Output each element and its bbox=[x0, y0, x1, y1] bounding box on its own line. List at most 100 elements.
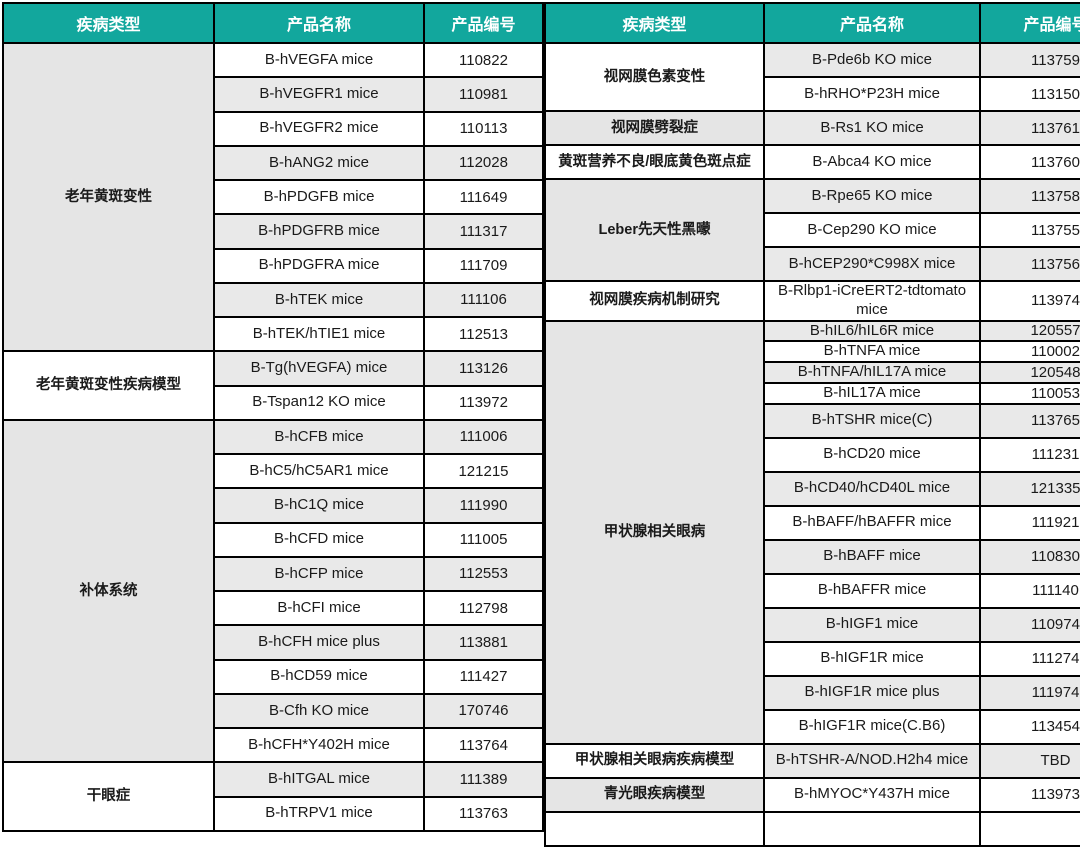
product-code-cell: 112553 bbox=[423, 555, 544, 593]
disease-type-cell: 甲状腺相关眼病 bbox=[544, 319, 765, 745]
disease-type-cell: 视网膜疾病机制研究 bbox=[544, 280, 765, 322]
table-row: 老年黄斑变性 B-hVEGFA mice 110822 bbox=[2, 41, 544, 353]
table-row: B-hPDGFRA mice 111709 bbox=[3, 247, 544, 284]
disease-type-cell: 老年黄斑变性疾病模型 bbox=[2, 350, 215, 421]
disease-type-cell: 补体系统 bbox=[2, 418, 215, 764]
product-name-cell: B-hCD40/hCD40L mice bbox=[763, 470, 981, 507]
table-row: B-hBAFFR mice 111140 bbox=[545, 572, 1080, 609]
product-name-cell: B-hPDGFRB mice bbox=[213, 213, 425, 250]
product-code-cell: 113758 bbox=[979, 178, 1080, 214]
product-code-cell: 111974 bbox=[979, 674, 1080, 711]
disease-type-cell: Leber先天性黑曚 bbox=[544, 178, 765, 282]
header-row: 疾病类型 产品名称 产品编号 bbox=[544, 2, 1080, 44]
column-header-disease-type: 疾病类型 bbox=[544, 2, 765, 44]
table-row: B-Cep290 KO mice 113755 bbox=[545, 212, 1080, 248]
product-name-cell: B-hMYOC*Y437H mice bbox=[763, 776, 981, 813]
product-name-cell: B-hCD59 mice bbox=[213, 658, 425, 695]
product-code-cell: 112798 bbox=[423, 589, 544, 627]
product-code-cell: 110113 bbox=[423, 110, 544, 147]
table-row: B-hTNFA/hIL17A mice 120548 bbox=[545, 361, 1080, 384]
product-name-cell: B-hCFB mice bbox=[213, 418, 425, 456]
table-row: 视网膜劈裂症 B-Rs1 KO mice 113761 bbox=[544, 110, 1080, 146]
product-name-cell: B-hVEGFR2 mice bbox=[213, 110, 425, 147]
product-code-cell: 113765 bbox=[979, 402, 1080, 439]
product-code-cell: 113759 bbox=[979, 42, 1080, 78]
product-code-cell: 170746 bbox=[423, 692, 544, 730]
product-name-cell: B-Rlbp1-iCreERT2-tdtomato mice bbox=[763, 280, 981, 322]
table-row: B-Cfh KO mice 170746 bbox=[3, 692, 544, 730]
disease-type-cell bbox=[544, 810, 765, 847]
product-code-cell: 111006 bbox=[423, 418, 544, 456]
product-code-cell: 110981 bbox=[423, 76, 544, 113]
left-table-header: 疾病类型 产品名称 产品编号 bbox=[2, 2, 544, 44]
table-row: B-hCFH mice plus 113881 bbox=[3, 624, 544, 661]
product-code-cell: 113881 bbox=[423, 624, 544, 661]
product-code-cell: 113974 bbox=[979, 280, 1080, 322]
product-name-cell: B-hCD20 mice bbox=[763, 436, 981, 473]
product-name-cell: B-hBAFF/hBAFFR mice bbox=[763, 504, 981, 541]
table-row: B-hTSHR mice(C) 113765 bbox=[545, 402, 1080, 439]
table-row: B-hPDGFRB mice 111317 bbox=[3, 213, 544, 250]
product-name-cell: B-Abca4 KO mice bbox=[763, 144, 981, 180]
product-name-cell: B-hTRPV1 mice bbox=[213, 795, 425, 832]
product-code-cell: 111990 bbox=[423, 487, 544, 524]
product-code-cell: 113150 bbox=[979, 76, 1080, 112]
table-row: B-hTEK mice 111106 bbox=[3, 281, 544, 319]
table-row: 干眼症 B-hITGAL mice 111389 bbox=[2, 761, 544, 832]
product-name-cell: B-hCFH mice plus bbox=[213, 624, 425, 661]
product-name-cell: B-hCFH*Y402H mice bbox=[213, 726, 425, 764]
product-name-cell: B-hBAFFR mice bbox=[763, 572, 981, 609]
product-code-cell: 111005 bbox=[423, 521, 544, 558]
product-code-cell: 113763 bbox=[423, 795, 544, 832]
table-row: B-hRHO*P23H mice 113150 bbox=[545, 76, 1080, 112]
product-code-cell: 121335 bbox=[979, 470, 1080, 507]
product-code-cell: 113764 bbox=[423, 726, 544, 764]
table-row: 视网膜疾病机制研究 B-Rlbp1-iCreERT2-tdtomato mice 1… bbox=[544, 280, 1080, 322]
disease-type-cell: 黄斑营养不良/眼底黄色斑点症 bbox=[544, 144, 765, 180]
table-row: 甲状腺相关眼病疾病模型 B-hTSHR-A/NOD.H2h4 mice TBD bbox=[544, 742, 1080, 779]
product-name-cell: B-Rs1 KO mice bbox=[763, 110, 981, 146]
product-code-cell: 110822 bbox=[423, 41, 544, 79]
product-code-cell: 111231 bbox=[979, 436, 1080, 473]
product-code-cell: 111649 bbox=[423, 178, 544, 216]
product-name-cell: B-hTNFA/hIL17A mice bbox=[763, 361, 981, 384]
right-table-header: 疾病类型 产品名称 产品编号 bbox=[544, 2, 1080, 44]
product-name-cell: B-hC5/hC5AR1 mice bbox=[213, 452, 425, 490]
product-name-cell: B-hBAFF mice bbox=[763, 538, 981, 575]
table-row: Leber先天性黑曚 B-Rpe65 KO mice 113758 bbox=[544, 178, 1080, 282]
table-row: B-hIGF1R mice 111274 bbox=[545, 640, 1080, 677]
table-row: B-hCFD mice 111005 bbox=[3, 521, 544, 558]
table-row: B-hTEK/hTIE1 mice 112513 bbox=[3, 315, 544, 353]
product-code-cell: 110830 bbox=[979, 538, 1080, 575]
product-name-cell: B-hC1Q mice bbox=[213, 487, 425, 524]
product-name-cell: B-Rpe65 KO mice bbox=[763, 178, 981, 214]
product-name-cell: B-hITGAL mice bbox=[213, 761, 425, 798]
product-name-cell: B-hVEGFR1 mice bbox=[213, 76, 425, 113]
product-code-cell bbox=[979, 810, 1080, 847]
product-name-cell bbox=[763, 810, 981, 847]
table-row: B-hTRPV1 mice 113763 bbox=[3, 795, 544, 832]
product-code-cell: 111317 bbox=[423, 213, 544, 250]
product-name-cell: B-hRHO*P23H mice bbox=[763, 76, 981, 112]
product-code-cell: 113126 bbox=[423, 350, 544, 387]
product-name-cell: B-hTNFA mice bbox=[763, 340, 981, 363]
table-row: 补体系统 B-hCFB mice 111006 bbox=[2, 418, 544, 764]
product-code-cell: 111389 bbox=[423, 761, 544, 798]
table-row bbox=[544, 810, 1080, 847]
table-row: B-hC5/hC5AR1 mice 121215 bbox=[3, 452, 544, 490]
product-code-cell: 120557 bbox=[979, 319, 1080, 343]
product-name-cell: B-hVEGFA mice bbox=[213, 41, 425, 79]
product-name-cell: B-hCEP290*C998X mice bbox=[763, 246, 981, 282]
product-name-cell: B-hPDGFB mice bbox=[213, 178, 425, 216]
disease-type-cell: 干眼症 bbox=[2, 761, 215, 832]
product-code-cell: TBD bbox=[979, 742, 1080, 779]
product-code-cell: 110002 bbox=[979, 340, 1080, 363]
disease-type-cell: 视网膜色素变性 bbox=[544, 42, 765, 112]
table-row: B-hANG2 mice 112028 bbox=[3, 144, 544, 182]
product-code-cell: 113973 bbox=[979, 776, 1080, 813]
product-name-cell: B-hTSHR-A/NOD.H2h4 mice bbox=[763, 742, 981, 779]
product-code-cell: 113972 bbox=[423, 384, 544, 421]
product-code-cell: 121215 bbox=[423, 452, 544, 490]
